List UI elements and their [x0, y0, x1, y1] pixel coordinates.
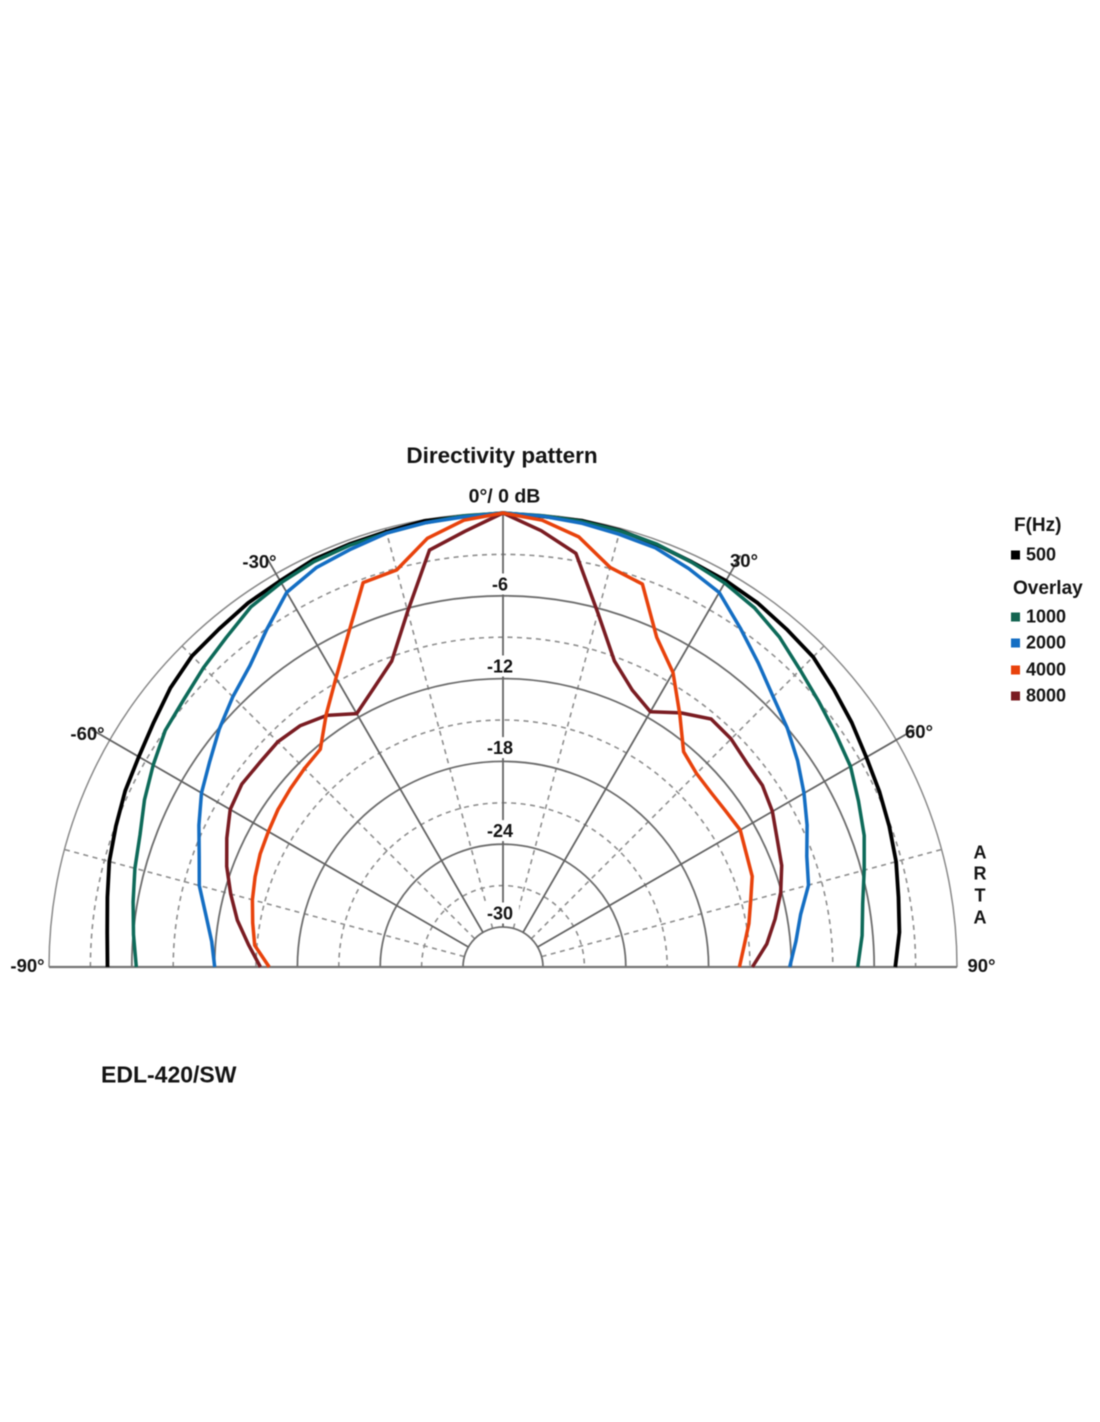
svg-text:-18: -18: [487, 738, 513, 758]
svg-text:-6: -6: [492, 575, 508, 595]
svg-text:-30: -30: [487, 904, 513, 924]
svg-text:-24: -24: [487, 821, 513, 841]
svg-text:-12: -12: [487, 657, 513, 677]
